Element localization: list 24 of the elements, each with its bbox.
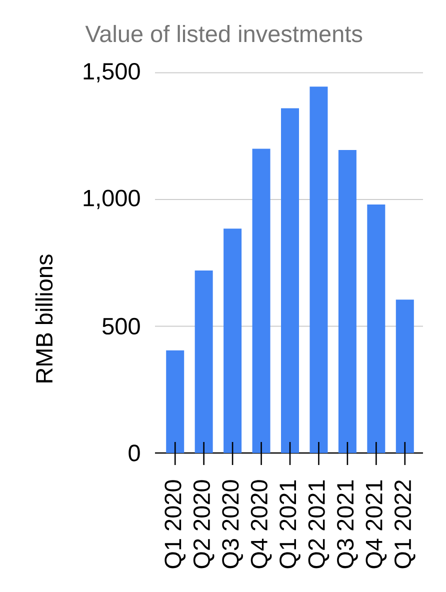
y-tick-label: 0 <box>128 444 140 462</box>
bar <box>166 350 184 453</box>
y-tick-label: 1,500 <box>84 62 140 82</box>
x-tick-label: Q4 2021 <box>366 480 387 568</box>
bar <box>367 204 386 453</box>
x-tick-label: Q2 2020 <box>193 480 214 568</box>
chart-title: Value of listed investments <box>85 24 362 42</box>
bar <box>338 150 356 453</box>
bar <box>310 86 328 453</box>
y-axis-title: RMB billions <box>35 254 53 382</box>
y-tick-label: 500 <box>102 318 140 335</box>
x-tick-label: Q3 2021 <box>337 480 358 568</box>
x-tick-label: Q4 2020 <box>250 480 272 568</box>
bar <box>252 148 270 453</box>
x-tick-label: Q2 2021 <box>308 480 330 568</box>
x-tick-label: Q1 2020 <box>164 480 186 568</box>
bar <box>194 270 213 453</box>
bar <box>281 108 299 453</box>
x-tick-label: Q1 2022 <box>394 480 416 568</box>
bar <box>396 300 414 453</box>
x-tick-label: Q3 2020 <box>222 480 243 568</box>
y-tick-label: 1,000 <box>84 190 140 210</box>
bar <box>224 228 242 453</box>
x-tick-label: Q1 2021 <box>280 480 300 568</box>
